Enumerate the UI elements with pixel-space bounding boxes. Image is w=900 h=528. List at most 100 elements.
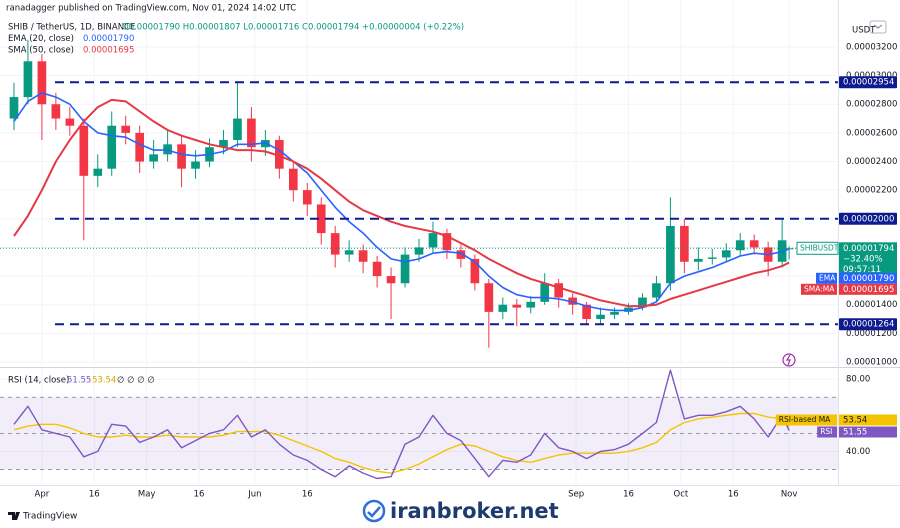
candle-body [414,247,424,255]
candle-body [51,104,61,119]
symbol-tag-box [796,241,839,255]
indicator-tag: SMA:MA [804,284,835,293]
candle-body [275,140,284,169]
y-tick-label: 0.00002400 [846,157,897,167]
rsi-tag-box [775,414,837,426]
candle-body [233,118,242,141]
candle-body [400,254,410,284]
watermark-logo [362,499,386,523]
rsi-ma-legend-value: 53.54 [92,376,116,386]
rsi-pane [0,369,838,480]
tv-logo [8,512,20,520]
rsi-tick-label: 40.00 [846,447,870,457]
watermark-logo-check [367,506,381,518]
candle-body [65,118,75,126]
x-tick-label: May [138,490,156,500]
candle-body [735,240,745,251]
y-tick-label: 0.00002800 [846,100,897,110]
candle-body [79,125,89,176]
indicator-price-label: 0.00001695 [843,285,894,295]
last-price-box [839,242,897,277]
x-tick-label: 16 [623,490,634,500]
rsi-legend: RSI (14, close) [8,376,69,386]
candle-body [149,154,158,162]
x-tick-label: 16 [728,490,739,500]
x-tick-label: Sep [568,490,584,500]
level-label-box [839,212,897,225]
collapse-icon [873,24,883,29]
candle-body [135,132,144,162]
level-label: 0.00002000 [843,214,894,224]
sma-legend-value: 0.00001695 [83,46,134,56]
x-tick-label: 16 [194,490,205,500]
candle-body [694,258,703,262]
candle-body [610,311,619,315]
rsi-value-label: 53.54 [843,416,867,426]
ema-legend: EMA (20, close) [8,34,74,44]
collapse-button[interactable] [869,20,887,34]
candle-body [470,258,480,284]
candle-body [37,61,47,105]
indicator-line [13,98,790,308]
level-label-box [839,76,897,89]
y-tick-label: 0.00001200 [846,329,897,339]
candle-body [680,225,689,262]
watermark: iranbroker.net [390,499,559,523]
rsi-value-label: 51.55 [843,428,867,438]
candle-body [512,304,522,308]
candle-body [484,283,494,312]
candle-body [526,301,536,308]
sma-legend: SMA (50, close) [8,46,74,56]
rsi-value-box [839,426,897,438]
rsi-line [13,369,790,480]
candle-body [596,314,605,320]
candle-body [582,304,591,320]
candle-body [652,283,661,298]
ema-legend-value: 0.00001790 [83,34,134,44]
rsi-line [13,412,790,474]
indicator-tag: EMA [819,273,836,282]
rsi-tick-label: 80.00 [846,375,870,385]
last-price-change: −32.40% [843,254,883,264]
y-tick-label: 0.00001400 [846,300,897,310]
candle-body [372,261,382,277]
x-tick-label: Apr [35,490,50,500]
candle-body [344,250,354,255]
candle-body [386,276,396,284]
bottom-bar [0,500,900,528]
candle-body [540,283,550,302]
indicator-price-box [839,272,897,284]
last-price-label: 0.00001794 [843,244,894,254]
rsi-value-box [839,414,897,426]
candle-body [442,233,452,251]
candle-body [121,125,131,133]
price-pane [0,39,838,348]
last-price-countdown: 09:57:11 [843,265,881,275]
candle-body [666,225,675,284]
candle-body [554,283,563,298]
indicator-line [13,92,790,312]
candle-body [316,204,326,234]
y-tick-label: 0.00002200 [846,186,897,196]
published-note: ranadagger published on TradingView.com,… [6,4,296,14]
level-label-box [839,318,897,331]
candle-body [749,240,759,248]
currency: USDT [852,26,876,36]
footer-brand: TradingView [22,512,77,522]
indicator-price-label: 0.00001790 [843,274,894,284]
candle-body [219,140,228,148]
y-tick-label: 0.00003200 [846,42,897,52]
indicator-tag-box [801,283,837,295]
candle-body [498,304,508,312]
y-tick-label: 0.00001000 [846,357,897,367]
x-tick-label: Oct [674,490,689,500]
candle-body [107,125,117,169]
candle-body [23,61,33,98]
candle-body [428,233,438,248]
rsi-tag: RSI-based MA [779,415,831,424]
rsi-tag-box [817,426,837,438]
candle-body [330,233,340,255]
x-tick-label: 16 [302,490,313,500]
candle-body [302,190,312,205]
